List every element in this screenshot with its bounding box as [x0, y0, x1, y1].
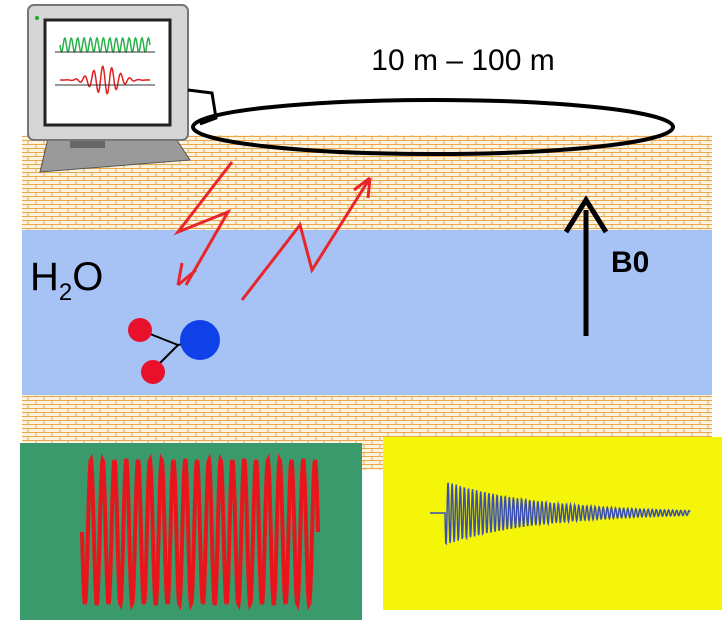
loop-label: 10 m – 100 m [371, 44, 554, 77]
water-layer [22, 230, 712, 395]
computer [28, 5, 190, 172]
diagram: 10 m – 100 m H2O B0 [0, 0, 722, 620]
field-label: B0 [611, 246, 649, 279]
pulse-wave [82, 460, 318, 604]
signal-panel [383, 437, 722, 610]
